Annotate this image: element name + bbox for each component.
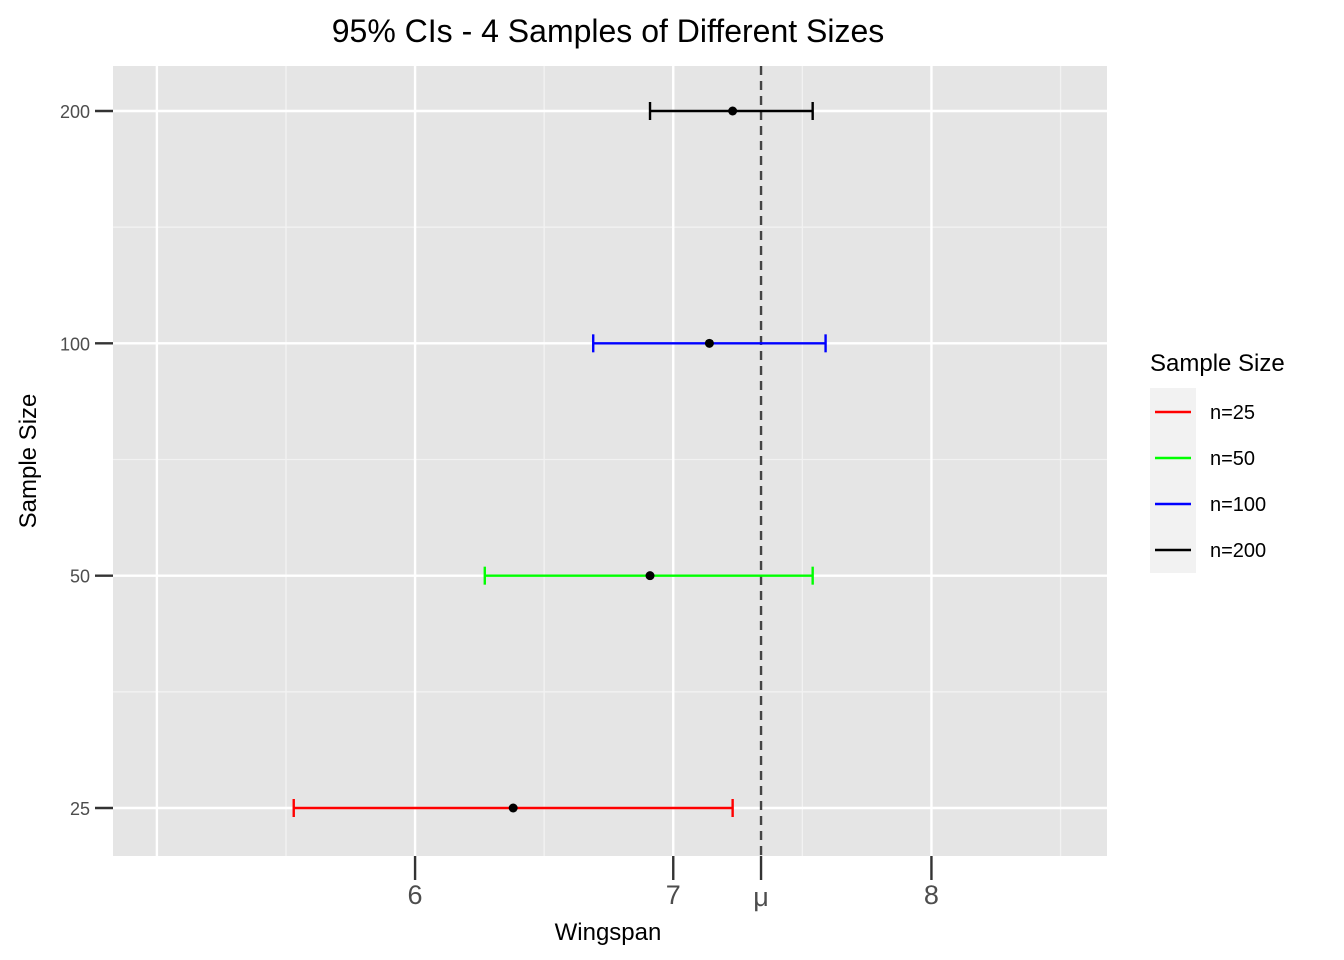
y-tick-label: 50	[70, 567, 90, 587]
legend-label: n=100	[1210, 494, 1266, 516]
legend-label: n=25	[1210, 402, 1255, 424]
y-axis: 25 50 100 200	[60, 102, 113, 819]
y-tick-label: 200	[60, 102, 90, 122]
legend-label: n=50	[1210, 448, 1255, 470]
mean-point	[645, 571, 655, 581]
x-tick-label: 6	[408, 880, 423, 910]
legend-label: n=200	[1210, 540, 1266, 562]
y-tick-label: 25	[70, 799, 90, 819]
chart-title: 95% CIs - 4 Samples of Different Sizes	[332, 13, 885, 49]
y-tick-label: 100	[60, 334, 90, 354]
legend-title: Sample Size	[1150, 350, 1285, 377]
x-tick-label: 8	[924, 880, 939, 910]
mu-tick-label: μ	[753, 882, 769, 912]
mean-point	[508, 803, 518, 813]
mean-point	[704, 338, 714, 348]
x-tick-label: 7	[666, 880, 681, 910]
mean-point	[728, 106, 738, 116]
x-axis-title: Wingspan	[555, 919, 662, 946]
x-axis: 6 7 8 μ	[408, 856, 939, 912]
legend: Sample Size n=25 n=50 n=100 n=200	[1150, 350, 1285, 573]
legend-key-background	[1150, 388, 1196, 573]
plot-panel	[113, 66, 1107, 856]
y-axis-title: Sample Size	[15, 394, 42, 529]
data-marks	[292, 102, 827, 817]
